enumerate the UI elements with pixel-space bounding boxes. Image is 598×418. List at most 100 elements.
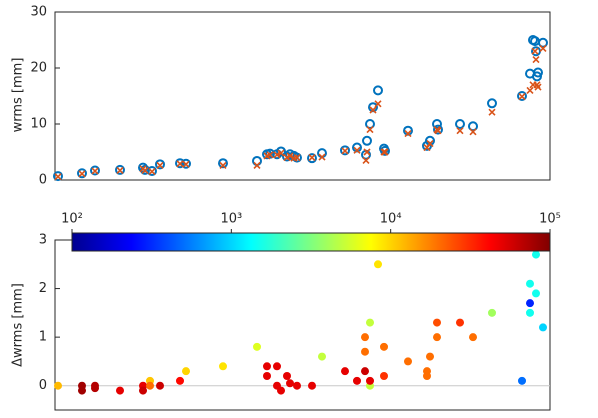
point <box>469 333 477 342</box>
point <box>146 381 154 390</box>
colorbar-tick-label: 10² <box>61 212 83 227</box>
point <box>155 159 165 170</box>
point <box>116 166 124 175</box>
point <box>116 386 124 395</box>
point <box>432 119 442 129</box>
point <box>380 145 390 156</box>
point <box>53 171 63 182</box>
colorbar-tick-label: 10⁴ <box>380 212 402 227</box>
point <box>518 376 526 385</box>
point <box>286 379 294 388</box>
point <box>266 151 274 159</box>
point <box>368 102 378 113</box>
axes-box <box>54 11 551 181</box>
y-axis-label: Δwrms [mm] <box>11 283 26 367</box>
y-tick-label: 1 <box>39 330 47 345</box>
point <box>423 372 431 380</box>
point <box>341 367 349 376</box>
y-tick-label: 3 <box>39 233 47 248</box>
point <box>517 91 527 101</box>
point <box>532 56 540 64</box>
point <box>403 125 413 136</box>
point <box>78 386 86 395</box>
point <box>141 166 149 175</box>
point <box>366 376 374 385</box>
point <box>366 126 374 134</box>
axes-box <box>54 239 551 411</box>
point <box>182 367 190 376</box>
point <box>532 289 540 298</box>
point <box>276 146 286 157</box>
y-tick-label: 0 <box>39 173 47 188</box>
point <box>277 386 285 395</box>
point <box>373 85 383 96</box>
point <box>308 381 316 390</box>
point <box>293 154 301 162</box>
point <box>488 108 496 116</box>
point <box>361 367 369 376</box>
point <box>182 160 190 168</box>
point <box>263 362 271 371</box>
point <box>77 168 87 179</box>
y-tick-label: 10 <box>30 117 47 132</box>
point <box>532 250 540 259</box>
point <box>526 299 534 308</box>
point <box>455 119 465 129</box>
point <box>218 158 228 169</box>
point <box>54 381 62 390</box>
point <box>353 376 361 385</box>
point <box>263 372 271 380</box>
point <box>361 347 369 356</box>
point <box>219 161 227 170</box>
point <box>374 100 382 108</box>
point <box>369 106 377 114</box>
point <box>293 381 301 390</box>
point <box>365 119 375 129</box>
point <box>468 121 478 132</box>
point <box>286 152 294 160</box>
point <box>273 362 281 371</box>
point <box>539 44 547 52</box>
y-axis-label: wrms [mm] <box>11 58 26 133</box>
point <box>78 170 86 178</box>
point <box>273 151 281 159</box>
point <box>518 92 526 101</box>
point <box>534 83 542 91</box>
colorbar-tick-label: 10³ <box>220 212 242 227</box>
point <box>526 279 534 288</box>
point <box>139 386 147 395</box>
point <box>340 145 350 156</box>
point <box>147 166 157 177</box>
point <box>308 154 316 162</box>
point <box>526 86 534 94</box>
point <box>404 357 412 366</box>
point <box>488 308 496 317</box>
point <box>253 161 261 170</box>
point <box>433 124 443 135</box>
point <box>176 376 184 385</box>
point <box>434 127 442 135</box>
point <box>318 352 326 361</box>
point <box>115 164 125 175</box>
point <box>363 148 371 156</box>
point <box>156 161 164 170</box>
point <box>176 160 184 168</box>
point <box>374 260 382 269</box>
point <box>148 168 156 176</box>
point <box>307 153 317 164</box>
point <box>426 352 434 361</box>
point <box>538 37 548 48</box>
point <box>539 323 547 332</box>
point <box>253 342 261 351</box>
point <box>426 140 434 148</box>
point <box>54 173 62 181</box>
point <box>533 67 543 78</box>
point <box>283 372 291 380</box>
point <box>380 372 388 380</box>
point <box>433 333 441 342</box>
point <box>91 167 99 175</box>
point <box>352 142 362 153</box>
point <box>341 147 349 155</box>
point <box>277 149 285 157</box>
